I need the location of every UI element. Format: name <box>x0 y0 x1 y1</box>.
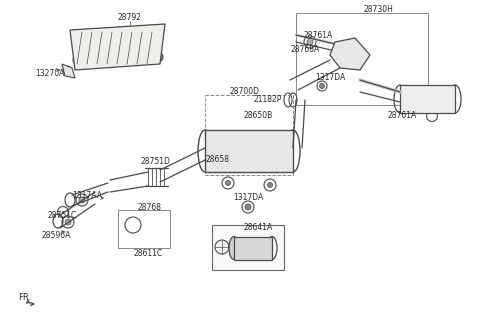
Bar <box>205 95 293 175</box>
Polygon shape <box>400 85 455 113</box>
Text: 1317DA: 1317DA <box>315 74 345 82</box>
Circle shape <box>226 181 230 186</box>
Ellipse shape <box>229 236 239 260</box>
Text: 28768A: 28768A <box>290 46 320 55</box>
Text: 28650B: 28650B <box>243 110 273 119</box>
Bar <box>118 210 170 248</box>
Polygon shape <box>330 38 370 70</box>
Text: 28761A: 28761A <box>388 110 417 119</box>
Circle shape <box>307 39 313 45</box>
Bar <box>212 225 284 270</box>
Text: 28611C: 28611C <box>133 248 163 257</box>
Circle shape <box>79 197 85 203</box>
Text: 28751C: 28751C <box>48 211 77 220</box>
Text: 1317DA: 1317DA <box>233 193 263 202</box>
Circle shape <box>320 84 324 89</box>
Polygon shape <box>205 130 293 172</box>
Text: 28730H: 28730H <box>363 6 393 14</box>
Text: 28658: 28658 <box>206 155 230 164</box>
Text: 28751D: 28751D <box>140 158 170 167</box>
Text: 28641A: 28641A <box>243 223 273 232</box>
Bar <box>296 13 428 105</box>
Text: 28596A: 28596A <box>42 231 72 240</box>
Text: 28768: 28768 <box>138 202 162 212</box>
Polygon shape <box>62 64 75 78</box>
Circle shape <box>245 204 251 210</box>
Circle shape <box>153 52 163 62</box>
Text: 28761A: 28761A <box>303 31 333 40</box>
Circle shape <box>267 183 273 188</box>
Polygon shape <box>70 24 165 70</box>
Text: 21182P: 21182P <box>254 95 282 105</box>
Polygon shape <box>234 237 272 260</box>
Text: 28700D: 28700D <box>230 86 260 95</box>
Text: 28792: 28792 <box>118 13 142 22</box>
Text: 1317AA: 1317AA <box>72 192 102 201</box>
Text: 13270A: 13270A <box>35 69 64 77</box>
Text: FR.: FR. <box>18 294 31 303</box>
Circle shape <box>65 219 71 225</box>
